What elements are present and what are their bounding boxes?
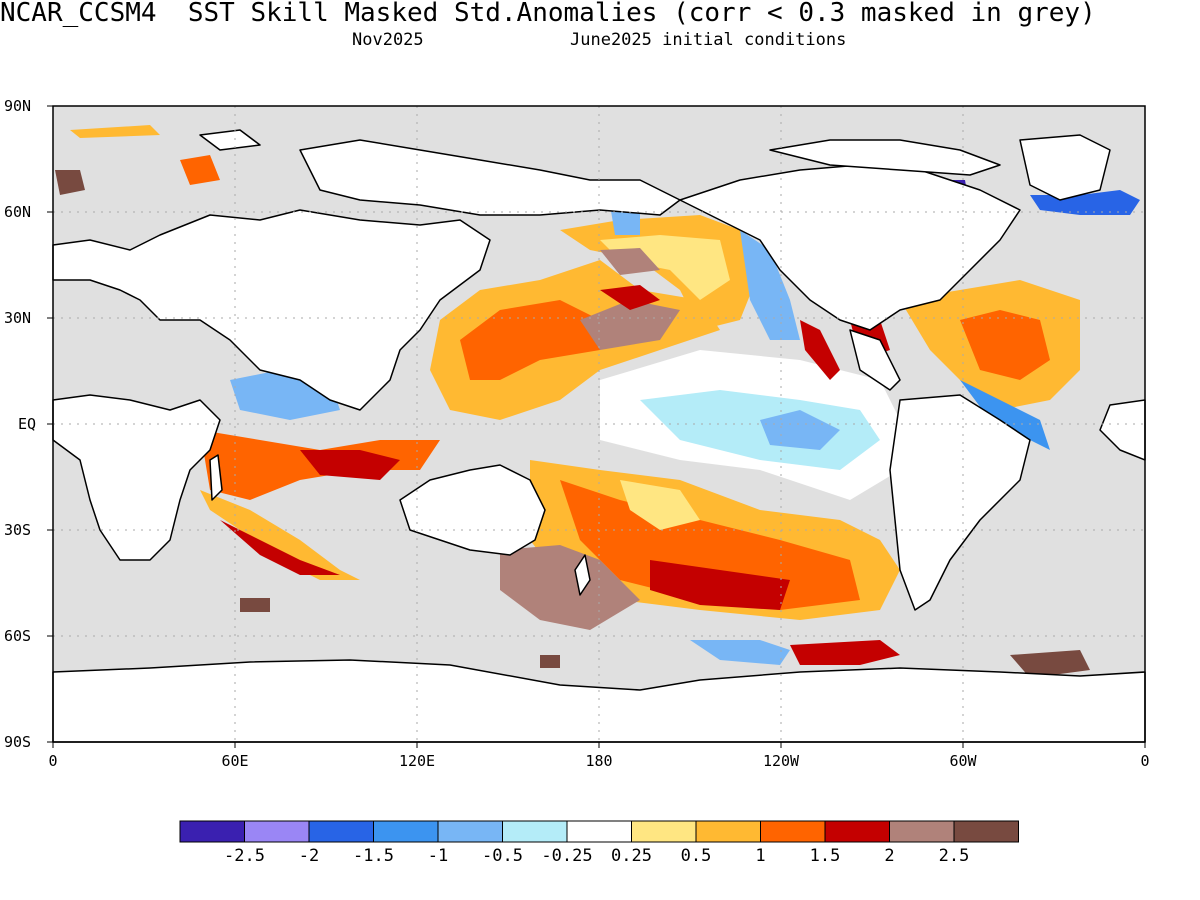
colorbar-label: 0.5 — [680, 846, 712, 866]
lon-label-60e: 60E — [221, 752, 249, 770]
lat-label-30n: 30N — [4, 309, 32, 327]
colorbar-swatch — [502, 820, 568, 843]
anomaly-patch — [690, 640, 790, 665]
land-madagascar — [209, 454, 223, 501]
colorbar-label: -0.5 — [482, 846, 523, 866]
colorbar-label: -0.25 — [541, 846, 593, 866]
colorbar-label: 2.5 — [938, 846, 970, 866]
lon-label-120e: 120E — [398, 752, 436, 770]
colorbar-swatch — [889, 820, 955, 843]
colorbar-swatch — [244, 820, 310, 843]
land-central-america — [849, 329, 901, 391]
lon-label-0: 0 — [48, 752, 58, 770]
colorbar-swatch — [631, 820, 697, 843]
colorbar — [179, 820, 1019, 843]
colorbar-swatch — [373, 820, 439, 843]
anomaly-patch — [960, 380, 1050, 450]
lat-label-90n: 90N — [4, 97, 32, 115]
valid-month-label: Nov2025 — [352, 30, 424, 50]
colorbar-label: -2.5 — [224, 846, 265, 866]
anomaly-patch — [760, 410, 840, 450]
colorbar-swatch — [824, 820, 890, 843]
axis-ticks — [47, 105, 1146, 748]
land-africa — [52, 394, 221, 561]
colorbar-label: -1.5 — [353, 846, 394, 866]
land-eurasia — [52, 209, 491, 411]
colorbar-swatch — [437, 820, 503, 843]
init-conditions-label: June2025 initial conditions — [570, 30, 847, 50]
land-new-zealand — [574, 554, 591, 596]
colorbar-label: 0.25 — [611, 846, 652, 866]
land-svalbard — [199, 129, 261, 151]
anomaly-patch — [540, 655, 560, 668]
colorbar-label: 2 — [884, 846, 895, 866]
colorbar-label: 1.5 — [809, 846, 841, 866]
land-south-america — [889, 394, 1031, 611]
anomaly-patch — [580, 300, 680, 350]
lat-label-30s: 30S — [4, 521, 32, 539]
colorbar-swatch — [760, 820, 826, 843]
anomaly-patch — [55, 170, 85, 195]
land-masses — [52, 129, 1146, 743]
anomaly-patch — [600, 285, 660, 310]
land-north-america — [679, 164, 1021, 331]
anomaly-patch — [960, 310, 1050, 380]
colorbar-swatch — [308, 820, 374, 843]
lat-label-60n: 60N — [4, 203, 32, 221]
anomaly-patch — [70, 125, 160, 138]
anomaly-patch — [800, 320, 840, 380]
anomaly-patch — [1010, 650, 1090, 678]
anomaly-patch — [740, 230, 800, 340]
map-title: NCAR_CCSM4 SST Skill Masked Std.Anomalie… — [0, 0, 1096, 28]
lon-label-180: 180 — [585, 752, 613, 770]
anomaly-patches — [55, 125, 1140, 678]
anomaly-patch — [300, 450, 400, 480]
anomaly-patch — [600, 248, 660, 275]
anomaly-patch — [180, 155, 220, 185]
anomaly-patch — [200, 490, 360, 580]
lat-label-60s: 60S — [4, 627, 32, 645]
gridlines — [53, 106, 1145, 742]
lat-label-90s: 90S — [4, 733, 32, 751]
colorbar-swatch — [566, 820, 632, 843]
anomaly-patch — [650, 560, 790, 610]
colorbar-label: -1 — [427, 846, 449, 866]
land-greenland — [1019, 134, 1111, 201]
lon-label-120w: 120W — [762, 752, 800, 770]
colorbar-label: 1 — [755, 846, 766, 866]
colorbar-label: -2 — [298, 846, 320, 866]
land-eurasia-north — [299, 139, 681, 216]
lon-label-0-end: 0 — [1140, 752, 1150, 770]
anomaly-patch — [220, 520, 340, 575]
anomaly-patch — [620, 480, 700, 530]
colorbar-swatch — [179, 820, 245, 843]
colorbar-swatch — [953, 820, 1019, 843]
colorbar-swatch — [695, 820, 761, 843]
anomaly-patch — [500, 545, 640, 630]
land-australia — [399, 464, 546, 556]
anomaly-patch — [790, 640, 900, 665]
lat-label-eq: EQ — [18, 415, 37, 433]
land-arctic-islands — [769, 139, 1001, 176]
lon-label-60w: 60W — [949, 752, 977, 770]
anomaly-patch — [240, 598, 270, 612]
